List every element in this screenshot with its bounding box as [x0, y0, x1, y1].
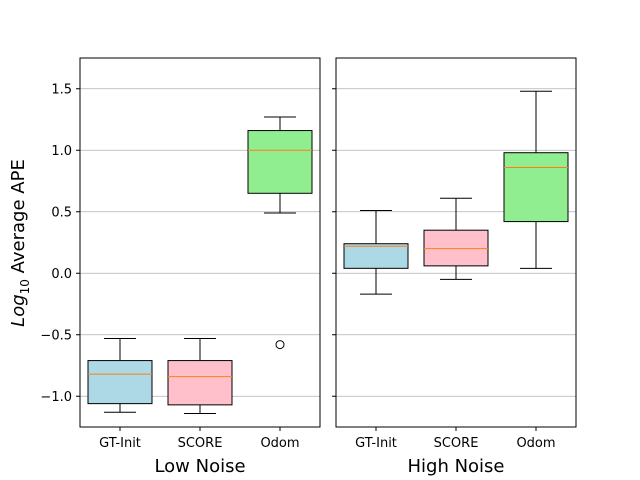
boxes-left — [87, 116, 313, 414]
x-axis-label-left: Low Noise — [154, 456, 245, 477]
y-axis-label: Log10 Average APE — [8, 159, 32, 327]
box-body — [87, 360, 153, 405]
x-tick-label: SCORE — [434, 436, 479, 451]
y-axis-label-text: Average APE — [8, 159, 29, 279]
box-body — [343, 243, 409, 269]
x-tick-label: Odom — [516, 436, 555, 451]
box-score — [423, 197, 489, 280]
box-gt-init — [87, 337, 153, 413]
x-tick-label: GT-Init — [99, 436, 141, 451]
boxes-right — [343, 90, 569, 295]
y-ticks-left: −1.0 −0.5 0.0 0.5 1.0 1.5 — [40, 82, 80, 405]
box-gt-init — [343, 210, 409, 295]
x-tick-label: SCORE — [178, 436, 223, 451]
y-tick-label: 0.5 — [51, 205, 72, 220]
y-axis-label-subscript: 10 — [18, 279, 32, 294]
box-body — [503, 152, 569, 223]
y-tick-label: −0.5 — [40, 328, 72, 343]
panel-high-noise: GT-Init SCORE Odom High Noise — [332, 57, 577, 477]
y-axis-label-log: Log — [8, 294, 29, 326]
box-odom — [247, 116, 313, 350]
box-body — [423, 229, 489, 267]
x-tick-label: Odom — [260, 436, 299, 451]
y-tick-label: 1.0 — [51, 144, 72, 159]
x-ticks-left: GT-Init SCORE Odom — [99, 427, 300, 451]
outlier-point — [275, 340, 285, 350]
box-score — [167, 337, 233, 414]
y-tick-label: 0.0 — [51, 267, 72, 282]
y-tick-label: 1.5 — [51, 82, 72, 97]
y-ticks-right — [332, 88, 336, 397]
box-body — [167, 360, 233, 406]
box-odom — [503, 90, 569, 269]
panel-low-noise: −1.0 −0.5 0.0 0.5 1.0 1.5 GT-Init SCORE Odom Lo… — [40, 57, 321, 477]
y-tick-label: −1.0 — [40, 390, 72, 405]
x-tick-label: GT-Init — [355, 436, 397, 451]
x-ticks-right: GT-Init SCORE Odom — [355, 427, 556, 451]
x-axis-label-right: High Noise — [407, 456, 504, 477]
box-body — [247, 130, 313, 194]
